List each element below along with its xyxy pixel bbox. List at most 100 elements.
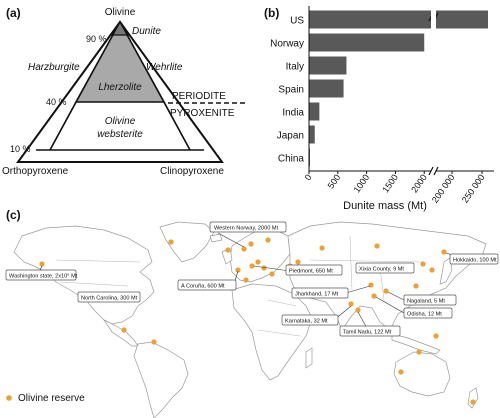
rock-dunite: Dunite xyxy=(132,26,161,37)
leader-piedmont xyxy=(253,265,291,272)
marker-jharkhand xyxy=(368,282,374,288)
marker-new-zealand xyxy=(470,399,476,405)
inner-line-left xyxy=(49,21,121,151)
svg-text:Karnataka, 32 Mt: Karnataka, 32 Mt xyxy=(285,319,328,325)
svg-text:Piedmont, 650 Mt: Piedmont, 650 Mt xyxy=(289,269,333,275)
marker-greenland xyxy=(168,239,174,245)
x-tick-label-3: 1500 xyxy=(380,172,400,194)
iceland xyxy=(209,233,223,243)
callout-odisha: Odisha, 12 Mt xyxy=(403,307,453,319)
leader-jharkhand xyxy=(345,285,371,294)
vertex-clinopyroxene: Clinopyroxene xyxy=(160,166,224,177)
panel-c: (c) xyxy=(5,208,499,418)
callout-nagaland: Nagaland, 5 Mt xyxy=(403,294,457,306)
boundary-label-periodite: PERIODITE xyxy=(172,91,226,102)
percent-40: 40 % xyxy=(46,97,67,107)
svg-text:Hokkaido, 100 Mt: Hokkaido, 100 Mt xyxy=(453,258,497,264)
marker-sweden xyxy=(265,237,271,243)
marker-odisha xyxy=(371,293,377,299)
madagascar xyxy=(305,347,313,369)
callout-xixia: Xixia County, 9 Mt xyxy=(355,262,415,274)
callout-tamil-nadu: Tamil Nadu, 122 Mt xyxy=(339,325,401,337)
marker-nagaland xyxy=(383,288,389,294)
callout-karnataka: Karnataka, 32 Mt xyxy=(281,314,339,326)
marker-south-america xyxy=(151,339,157,345)
bar-us xyxy=(309,10,488,29)
axis-break-mark-0 xyxy=(428,166,434,176)
x-tick-label-0: 0 xyxy=(303,172,314,182)
marker-uk xyxy=(225,247,231,253)
south-america xyxy=(133,341,189,418)
marker-timor xyxy=(416,349,422,355)
marker-hokkaido xyxy=(441,249,447,255)
category-label-japan: Japan xyxy=(277,131,304,142)
callout-a-coruna: A Coruña, 600 Mt xyxy=(177,279,237,291)
vertex-orthopyroxene: Orthopyroxene xyxy=(2,166,69,177)
marker-norway xyxy=(241,246,247,252)
panel-c-label: (c) xyxy=(6,208,21,222)
svg-text:Western Norway, 2000 Mt: Western Norway, 2000 Mt xyxy=(214,226,279,232)
marker-piedmont xyxy=(249,263,255,269)
x-tick-label-1: 500 xyxy=(326,172,343,190)
leader-washington xyxy=(39,265,43,271)
leader-odisha xyxy=(375,296,405,314)
vertex-olivine: Olivine xyxy=(105,7,136,18)
indonesia xyxy=(391,333,441,355)
world-map xyxy=(13,221,487,418)
callout-north-carolina: North Carolina, 300 Mt xyxy=(77,291,141,303)
svg-text:Tamil Nadu, 122 Mt: Tamil Nadu, 122 Mt xyxy=(343,330,392,336)
legend-marker xyxy=(6,395,12,401)
marker-caucasus xyxy=(295,259,301,265)
marker-central-america xyxy=(121,327,127,333)
marker-karnataka xyxy=(348,301,354,307)
svg-text:Jharkhand, 17 Mt: Jharkhand, 17 Mt xyxy=(295,292,339,298)
svg-text:Odisha, 12 Mt: Odisha, 12 Mt xyxy=(407,312,442,318)
category-label-us: US xyxy=(290,16,304,27)
bar-italy xyxy=(309,56,347,75)
marker-alps xyxy=(255,259,261,265)
category-label-india: India xyxy=(282,108,304,119)
asia xyxy=(287,221,487,331)
leader-nagaland xyxy=(387,291,405,301)
bar-spain xyxy=(309,79,344,98)
axis-break-gap xyxy=(431,9,436,29)
marker-morocco xyxy=(243,277,249,283)
bar-india xyxy=(309,102,320,121)
marker-korea xyxy=(420,261,426,267)
inner-line-right xyxy=(119,21,191,151)
rock-wehrlite: Wehrlite xyxy=(146,62,183,73)
marker-norway-2 xyxy=(248,241,254,247)
panel-a: (a) Olivine Orthopyroxene Clinopyroxene … xyxy=(2,6,246,177)
greenland xyxy=(159,221,215,263)
callout-western-norway: Western Norway, 2000 Mt xyxy=(209,221,287,233)
rock-olivine-websterite-line2: websterite xyxy=(97,129,143,140)
europe xyxy=(229,227,291,283)
panel-a-label: (a) xyxy=(6,6,21,20)
leader-norway xyxy=(217,232,245,248)
callout-jharkhand: Jharkhand, 17 Mt xyxy=(291,287,349,299)
marker-greece xyxy=(269,271,275,277)
dunite-mass-chart: US Norway Italy Spain India Japan China 0 500 100… xyxy=(270,6,494,205)
x-tick-label-right-0: 200 000 xyxy=(430,172,457,204)
new-zealand xyxy=(467,387,479,409)
marker-washington xyxy=(39,261,45,267)
category-label-china: China xyxy=(278,154,305,165)
category-label-spain: Spain xyxy=(278,85,304,96)
svg-text:Washington state, 2x10⁵ Mt: Washington state, 2x10⁵ Mt xyxy=(9,273,78,280)
australia xyxy=(393,351,451,397)
marker-tamil-nadu xyxy=(355,307,361,313)
x-tick-label-2: 1000 xyxy=(352,172,372,194)
rock-olivine-websterite-line1: Olivine xyxy=(105,116,136,127)
x-tick-label-right-1: 250 000 xyxy=(460,172,487,204)
rock-harzburgite: Harzburgite xyxy=(28,62,80,73)
axis-break-mark-1 xyxy=(433,166,439,176)
boundary-label-pyroxenite: PYROXENITE xyxy=(170,108,235,119)
marker-australia xyxy=(398,369,404,375)
callout-hokkaido: Hokkaido, 100 Mt xyxy=(449,253,499,265)
category-label-italy: Italy xyxy=(286,62,304,73)
callout-washington: Washington state, 2x10⁵ Mt xyxy=(5,269,78,281)
central-america xyxy=(102,319,139,347)
marker-urals xyxy=(319,245,325,251)
panel-b-label: (b) xyxy=(264,6,279,20)
